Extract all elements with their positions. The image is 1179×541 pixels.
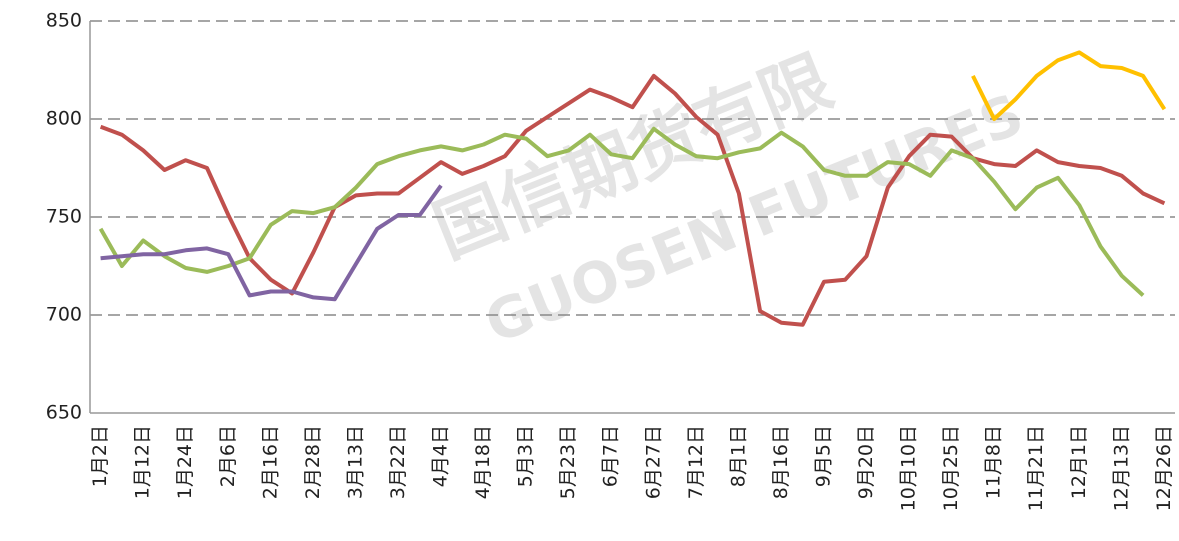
y-tick-label: 800 [46,108,82,130]
x-tick-label: 7月12日 [685,425,707,499]
x-tick-label: 2月6日 [217,425,239,487]
x-tick-label: 9月20日 [855,425,877,499]
x-tick-label: 3月13日 [344,425,366,499]
x-tick-label: 5月3日 [515,425,537,487]
x-tick-label: 1月2日 [89,425,111,487]
series-line [971,50,1167,121]
y-tick-label: 750 [46,206,82,228]
x-tick-label: 12月13日 [1110,425,1132,511]
x-tick-label: 11月8日 [983,425,1005,499]
y-tick-label: 700 [46,304,82,326]
x-tick-label: 10月10日 [898,425,920,511]
x-tick-label: 8月16日 [770,425,792,499]
x-tick-label: 4月18日 [472,425,494,499]
x-tick-label: 1月24日 [174,425,196,499]
x-tick-label: 4月4日 [430,425,452,487]
series-line [98,126,1145,297]
x-tick-label: 1月12日 [132,425,154,499]
x-tick-label: 6月7日 [600,425,622,487]
x-tick-label: 2月28日 [302,425,324,499]
y-tick-label: 850 [46,10,82,32]
x-tick-label: 5月23日 [557,425,579,499]
x-tick-label: 10月25日 [940,425,962,511]
y-tick-label: 650 [46,402,82,424]
x-tick-label: 6月27日 [642,425,664,499]
x-tick-label: 11月21日 [1025,425,1047,511]
series-line [100,184,443,302]
x-tick-label: 2月16日 [259,425,281,499]
x-tick-label: 12月1日 [1068,425,1090,499]
x-tick-label: 3月22日 [387,425,409,499]
x-tick-label: 12月26日 [1153,425,1175,511]
x-tick-label: 9月5日 [812,425,834,487]
series-line [99,73,1166,327]
x-tick-label: 8月1日 [727,425,749,487]
